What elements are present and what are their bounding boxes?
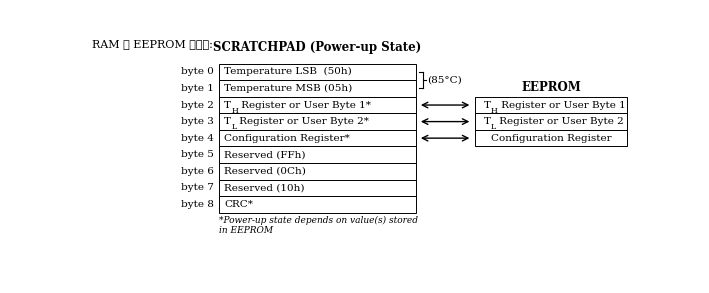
FancyBboxPatch shape	[219, 196, 415, 213]
Text: Temperature MSB (05h): Temperature MSB (05h)	[224, 84, 352, 93]
Text: Configuration Register*: Configuration Register*	[224, 134, 350, 143]
Text: CRC*: CRC*	[224, 200, 253, 209]
Text: L: L	[491, 123, 496, 131]
Text: Register or User Byte 2*: Register or User Byte 2*	[237, 117, 369, 126]
Text: Configuration Register: Configuration Register	[491, 134, 611, 143]
Text: Reserved (10h): Reserved (10h)	[224, 183, 305, 192]
Text: (85°C): (85°C)	[427, 76, 462, 85]
Text: Register or User Byte 1: Register or User Byte 1	[498, 100, 625, 110]
FancyBboxPatch shape	[474, 97, 627, 113]
Text: RAM 及 EEPROM 结构图:: RAM 及 EEPROM 结构图:	[91, 39, 213, 49]
Text: Temperature LSB  (50h): Temperature LSB (50h)	[224, 67, 352, 76]
Text: T: T	[224, 100, 231, 110]
Text: H: H	[231, 107, 238, 115]
FancyBboxPatch shape	[219, 113, 415, 130]
Text: byte 2: byte 2	[182, 100, 214, 110]
FancyBboxPatch shape	[474, 130, 627, 146]
Text: Reserved (0Ch): Reserved (0Ch)	[224, 167, 306, 176]
FancyBboxPatch shape	[219, 64, 415, 80]
FancyBboxPatch shape	[219, 80, 415, 97]
Text: T: T	[484, 117, 491, 126]
Text: *Power-up state depends on value(s) stored
in EEPROM: *Power-up state depends on value(s) stor…	[219, 216, 418, 235]
Text: Register or User Byte 2: Register or User Byte 2	[496, 117, 624, 126]
Text: byte 0: byte 0	[182, 67, 214, 76]
Text: SCRATCHPAD (Power-up State): SCRATCHPAD (Power-up State)	[213, 41, 421, 54]
FancyBboxPatch shape	[219, 130, 415, 146]
Text: Reserved (FFh): Reserved (FFh)	[224, 150, 306, 159]
FancyBboxPatch shape	[474, 113, 627, 130]
Text: byte 4: byte 4	[182, 134, 214, 143]
Text: byte 7: byte 7	[182, 183, 214, 192]
Text: L: L	[231, 123, 237, 131]
Text: byte 8: byte 8	[182, 200, 214, 209]
FancyBboxPatch shape	[219, 146, 415, 163]
FancyBboxPatch shape	[219, 97, 415, 113]
Text: byte 5: byte 5	[182, 150, 214, 159]
Text: EEPROM: EEPROM	[521, 81, 581, 94]
Text: byte 3: byte 3	[182, 117, 214, 126]
Text: T: T	[484, 100, 491, 110]
Text: Register or User Byte 1*: Register or User Byte 1*	[238, 100, 371, 110]
FancyBboxPatch shape	[219, 180, 415, 196]
FancyBboxPatch shape	[219, 163, 415, 180]
Text: byte 6: byte 6	[182, 167, 214, 176]
Text: byte 1: byte 1	[182, 84, 214, 93]
Text: H: H	[491, 107, 498, 115]
Text: T: T	[224, 117, 231, 126]
